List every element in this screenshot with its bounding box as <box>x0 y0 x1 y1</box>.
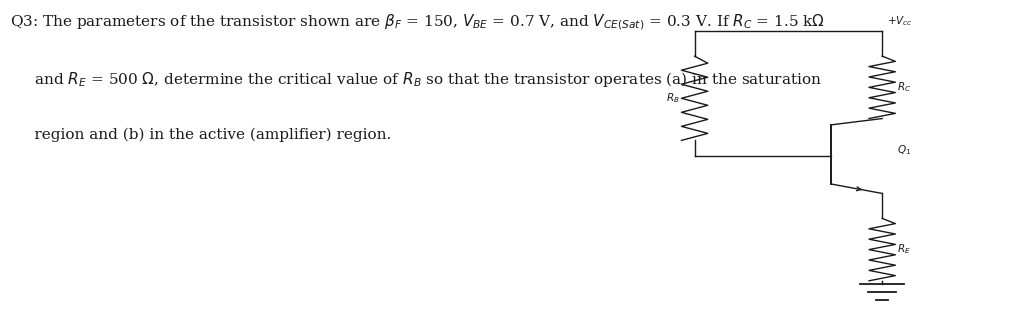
Text: $+V_{cc}$: $+V_{cc}$ <box>887 14 913 28</box>
Text: $Q_1$: $Q_1$ <box>897 143 912 157</box>
Text: $R_C$: $R_C$ <box>897 80 912 94</box>
Text: $R_E$: $R_E$ <box>897 243 912 256</box>
Text: and $R_E$ = 500 $\Omega$, determine the critical value of $R_B$ so that the tran: and $R_E$ = 500 $\Omega$, determine the … <box>10 70 822 89</box>
Text: region and (b) in the active (amplifier) region.: region and (b) in the active (amplifier)… <box>10 128 391 142</box>
Text: $R_B$: $R_B$ <box>665 91 679 105</box>
Text: Q3: The parameters of the transistor shown are $\beta_F$ = 150, $V_{BE}$ = 0.7 V: Q3: The parameters of the transistor sho… <box>10 12 825 32</box>
